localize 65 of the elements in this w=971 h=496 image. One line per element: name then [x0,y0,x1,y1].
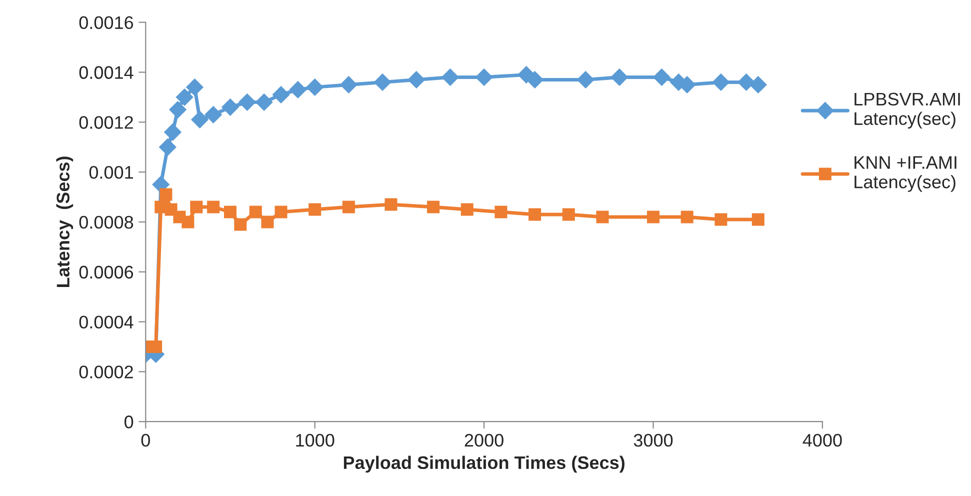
x-tick-label: 4000 [802,434,842,447]
point [191,111,208,128]
x-tick-label: 0 [141,434,150,447]
point [306,78,324,96]
point [160,188,172,201]
point [460,203,474,216]
point [442,68,459,86]
point [610,68,628,86]
y-tick-label: 0.0012 [79,116,133,129]
y-tick-label: 0.0004 [79,316,134,328]
legend-label: KNN +IF.AMI Latency(sec) [854,156,956,192]
point [204,106,222,124]
point [222,98,239,116]
point [577,71,594,88]
point [159,138,176,156]
point [374,74,392,91]
point [340,76,358,94]
x-axis-title: Payload Simulation Times (Secs) [344,456,624,473]
point [494,206,508,218]
y-tick-label: 0.0016 [79,16,134,30]
y-tick-label: 0.0014 [79,66,134,79]
x-tick-label: 1000 [296,434,334,447]
point [164,124,182,141]
point [475,68,493,86]
point [190,200,203,214]
point [408,71,425,88]
point [680,210,694,224]
y-tick-label: 0.001 [89,166,133,179]
point [750,76,767,94]
y-tick-label: 0.0006 [79,266,134,279]
legend-label: LPBSVR.AMI Latency(sec) [854,92,960,129]
point [646,210,660,224]
x-tick-label: 3000 [634,434,673,447]
point [653,68,670,86]
point [528,208,542,221]
point [182,216,194,228]
point [186,78,204,96]
point [596,210,609,224]
y-tick-label: 0 [124,416,134,428]
point [169,101,186,118]
point [427,200,440,214]
point [562,208,575,221]
point [249,206,262,218]
x-tick-label: 2000 [464,434,504,447]
point [289,81,306,98]
point [342,200,355,214]
point [238,94,256,111]
point [274,206,288,218]
point [176,88,194,106]
point [714,213,728,226]
point [384,198,398,211]
point [712,74,730,91]
point [272,86,290,104]
point [308,203,322,216]
point [224,206,236,218]
point [261,216,274,228]
point [207,200,220,214]
point [526,71,544,88]
point [256,94,273,111]
point [738,74,755,91]
y-axis-title: Latency (Secs) [56,156,74,287]
y-tick-label: 0.0002 [79,366,133,378]
y-tick-label: 0.0008 [79,216,134,229]
point [234,218,247,231]
point [752,213,764,226]
